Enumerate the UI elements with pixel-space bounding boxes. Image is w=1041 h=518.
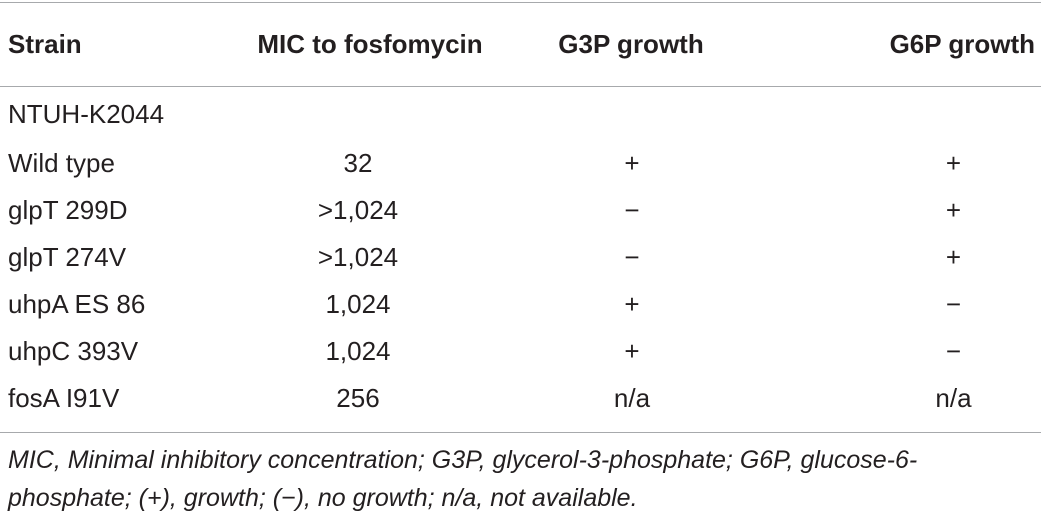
cell-g6p: + [945, 195, 962, 225]
cell-strain: uhpA ES 86 [8, 289, 146, 319]
group-empty-cell [230, 86, 486, 140]
cell-strain: fosA I91V [8, 383, 120, 413]
group-empty-cell [754, 86, 1041, 140]
footnote-line: phosphate; (+), growth; (−), no growth; … [8, 484, 638, 512]
strain-table: Strain MIC to fosfomycin G3P growth G6P … [0, 3, 1041, 422]
cell-g6p: n/a [935, 383, 972, 413]
cell-g3p: − [624, 242, 640, 272]
cell-strain: Wild type [8, 148, 115, 178]
cell-mic: 1,024 [325, 336, 391, 366]
header-g3p-growth: G3P growth [558, 29, 704, 59]
group-empty-cell [486, 86, 754, 140]
cell-g3p: + [624, 336, 640, 366]
table-body: NTUH-K2044 Wild type 32 + + glpT 299D >1… [0, 86, 1041, 422]
header-row: Strain MIC to fosfomycin G3P growth G6P … [0, 3, 1041, 86]
cell-mic: 1,024 [325, 289, 391, 319]
table-row: uhpC 393V 1,024 + − [0, 328, 1041, 375]
cell-mic: 32 [343, 148, 373, 178]
cell-mic: >1,024 [317, 242, 399, 272]
header-strain: Strain [8, 29, 82, 59]
header-mic: MIC to fosfomycin [257, 29, 483, 59]
cell-strain: uhpC 393V [8, 336, 139, 366]
table-header: Strain MIC to fosfomycin G3P growth G6P … [0, 3, 1041, 86]
table-header-rule [0, 86, 1041, 87]
table-footnote: MIC, Minimal inhibitory concentration; G… [8, 441, 1038, 517]
footnote-line: MIC, Minimal inhibitory concentration; G… [8, 446, 918, 474]
cell-g6p: − [945, 289, 962, 319]
cell-g6p: + [945, 148, 962, 178]
table-row: glpT 274V >1,024 − + [0, 234, 1041, 281]
cell-g3p: + [624, 148, 640, 178]
table-top-rule [0, 2, 1041, 3]
cell-g6p: + [945, 242, 962, 272]
group-row: NTUH-K2044 [0, 86, 1041, 140]
cell-mic: >1,024 [317, 195, 399, 225]
table-row: uhpA ES 86 1,024 + − [0, 281, 1041, 328]
cell-g3p: n/a [613, 383, 651, 413]
cell-g3p: + [624, 289, 640, 319]
cell-g6p: − [945, 336, 962, 366]
table-row: fosA I91V 256 n/a n/a [0, 375, 1041, 422]
group-label: NTUH-K2044 [8, 98, 165, 129]
table-row: Wild type 32 + + [0, 140, 1041, 187]
cell-g3p: − [624, 195, 640, 225]
table-bottom-rule [0, 432, 1041, 433]
cell-strain: glpT 274V [8, 242, 127, 272]
cell-strain: glpT 299D [8, 195, 128, 225]
table-row: glpT 299D >1,024 − + [0, 187, 1041, 234]
cell-mic: 256 [336, 383, 380, 413]
header-g6p-growth: G6P growth [889, 29, 1035, 59]
